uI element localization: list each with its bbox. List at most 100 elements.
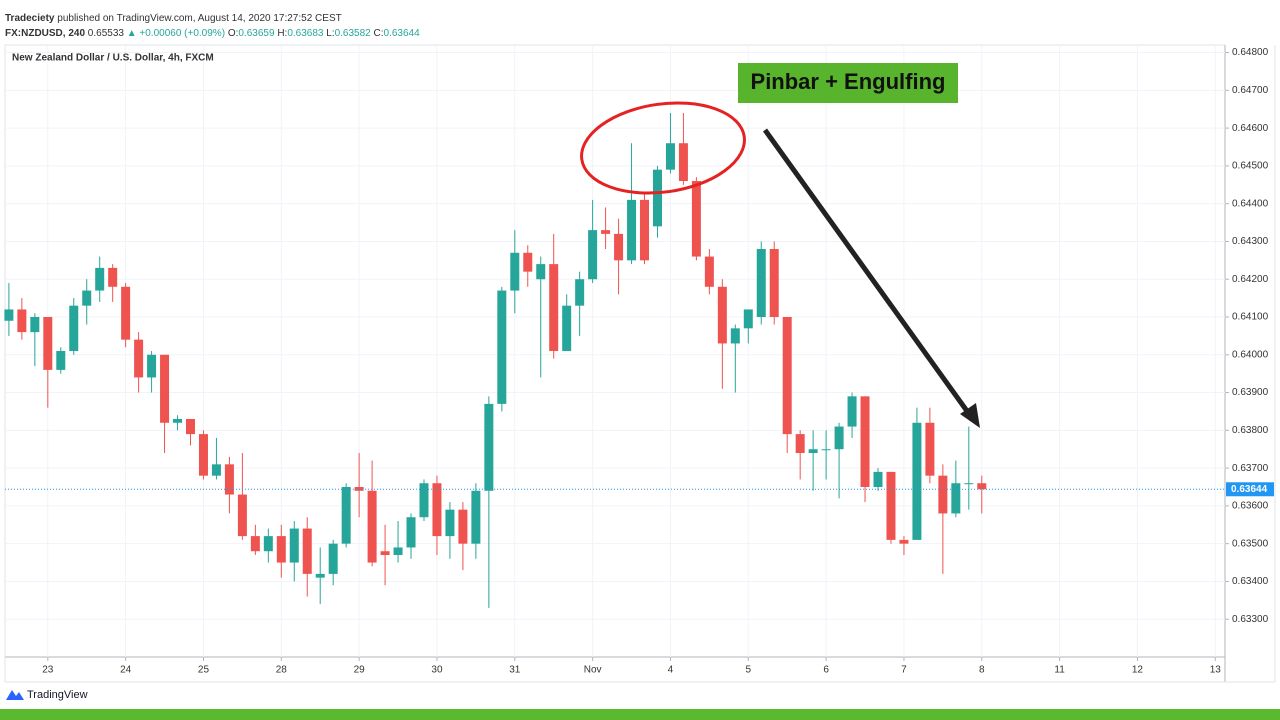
x-tick-label: 13 [1210,665,1222,676]
candle-body [575,279,585,306]
annotation-box [738,63,958,103]
change: ▲ +0.00060 (+0.09%) [127,28,225,39]
candle-body [17,309,27,333]
arrow-line [762,128,975,420]
candle-body [756,249,766,317]
arrow-head [960,403,980,428]
candle-body [743,309,753,329]
candle-body [497,290,507,404]
y-tick-label: 0.64300 [1232,236,1269,247]
candle-body [912,422,922,540]
candle-body [808,449,818,453]
x-tick-label: 25 [198,665,210,676]
y-tick-label: 0.64200 [1232,274,1269,285]
y-tick-label: 0.64000 [1232,349,1269,360]
x-tick-label: 7 [901,665,907,676]
candle-body [821,449,831,451]
y-tick-label: 0.64600 [1232,123,1269,134]
y-tick-label: 0.64500 [1232,161,1269,172]
candle-body [445,509,455,537]
candle-body [458,509,468,544]
candle-body [873,471,883,487]
ohlc-label: C: [374,28,384,39]
x-tick-label: 24 [120,665,132,676]
last-price-tag [1226,482,1274,497]
candle-body [302,528,312,574]
candle-body [471,490,481,544]
candle-body [56,351,66,370]
x-tick-label: 29 [354,665,366,676]
y-tick-label: 0.64100 [1232,312,1269,323]
candle-body [678,143,688,181]
symbol-line: FX:NZDUSD, 240 0.65533 ▲ +0.00060 (+0.09… [5,28,420,39]
ohlc-label: L: [326,28,334,39]
candle-body [432,483,442,537]
x-tick-label: 23 [42,665,54,676]
ohlc-value: 0.63659 [238,28,275,39]
candle-body [30,317,40,333]
candle-body [43,317,53,370]
candle-body [614,233,624,261]
candle-body [484,403,494,491]
candle-body [198,434,208,476]
x-tick-label: Nov [584,665,602,676]
candle-body [795,434,805,453]
logo [6,690,24,700]
candle-body [380,551,390,555]
author: Tradeciety [5,13,55,24]
candle-body [730,328,740,344]
x-tick-label: 5 [746,665,752,676]
y-tick-label: 0.63900 [1232,387,1269,398]
candle-body [134,339,144,378]
y-tick-label: 0.63700 [1232,463,1269,474]
ohlc-value: 0.63644 [384,28,421,39]
candle-body [237,494,247,537]
candle-body [886,471,896,540]
candle-body [4,309,14,321]
brand: TradingView [27,689,88,701]
candle-body [925,422,935,476]
candle-body [224,464,234,495]
x-tick-label: 31 [509,665,521,676]
ohlc-value: 0.63683 [287,28,324,39]
ohlc-label: H: [277,28,287,39]
candle-body [211,464,221,476]
candle-body [367,490,377,563]
candle-body [601,230,611,234]
y-tick-label: 0.63500 [1232,538,1269,549]
candle-body [977,483,987,490]
candle-body [341,487,351,544]
annotation: Pinbar + Engulfing [751,69,946,94]
candle-body [717,286,727,344]
x-tick-label: 12 [1132,665,1144,676]
candle-body [419,483,429,518]
candle-body [523,252,533,272]
candle-body [652,169,662,227]
y-tick-label: 0.64700 [1232,85,1269,96]
candle-body [69,305,79,351]
candle-body [315,573,325,578]
candle-body [393,547,403,555]
candle-body [665,143,675,170]
candle-body [536,264,546,280]
x-tick-label: 30 [431,665,443,676]
ohlc-value: 0.63582 [335,28,372,39]
logo-icon [6,690,24,700]
chart-title: New Zealand Dollar / U.S. Dollar, 4h, FX… [12,53,214,64]
candle-body [704,256,714,287]
candle-body [769,249,779,317]
candle-body [276,536,286,563]
candle-body [82,290,92,306]
candle-body [121,286,131,340]
y-tick-label: 0.64400 [1232,198,1269,209]
candle-body [95,267,105,291]
x-tick-label: 28 [276,665,288,676]
x-tick-label: 11 [1054,665,1065,676]
candle-body [147,354,157,378]
x-tick-label: 4 [668,665,674,676]
candle-body [185,419,195,435]
candle-body [549,264,559,351]
x-tick-label: 8 [979,665,985,676]
candle-body [328,543,338,574]
